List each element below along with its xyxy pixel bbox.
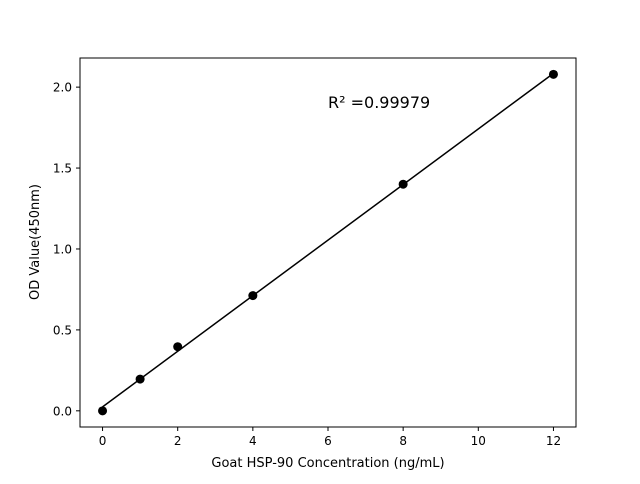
data-point — [135, 374, 145, 384]
x-tick-label: 8 — [399, 434, 407, 448]
fit-line — [102, 72, 554, 408]
x-axis: 0 2 4 6 8 10 12 — [99, 427, 561, 448]
y-tick-label: 0.5 — [53, 323, 72, 337]
plot-frame — [79, 57, 577, 428]
x-tick-label: 0 — [99, 434, 107, 448]
data-point — [398, 179, 408, 189]
x-tick-label: 6 — [324, 434, 332, 448]
x-tick-label: 4 — [249, 434, 257, 448]
data-point — [248, 291, 258, 301]
y-tick-label: 0.0 — [53, 404, 72, 418]
x-tick-label: 12 — [546, 434, 561, 448]
y-tick-label: 1.5 — [53, 162, 72, 176]
y-tick-label: 1.0 — [53, 242, 72, 256]
y-tick-label: 2.0 — [53, 81, 72, 95]
y-axis-label: OD Value(450nm) — [28, 184, 43, 300]
data-point — [173, 342, 183, 352]
y-axis: 0.0 0.5 1.0 1.5 2.0 — [53, 81, 80, 418]
x-axis-label: Goat HSP-90 Concentration (ng/mL) — [211, 456, 444, 471]
x-tick-label: 2 — [174, 434, 182, 448]
data-point — [98, 406, 108, 416]
x-tick-label: 10 — [471, 434, 486, 448]
data-points — [98, 69, 558, 416]
r-squared-annotation: R² =0.99979 — [328, 93, 430, 112]
data-point — [548, 69, 558, 79]
